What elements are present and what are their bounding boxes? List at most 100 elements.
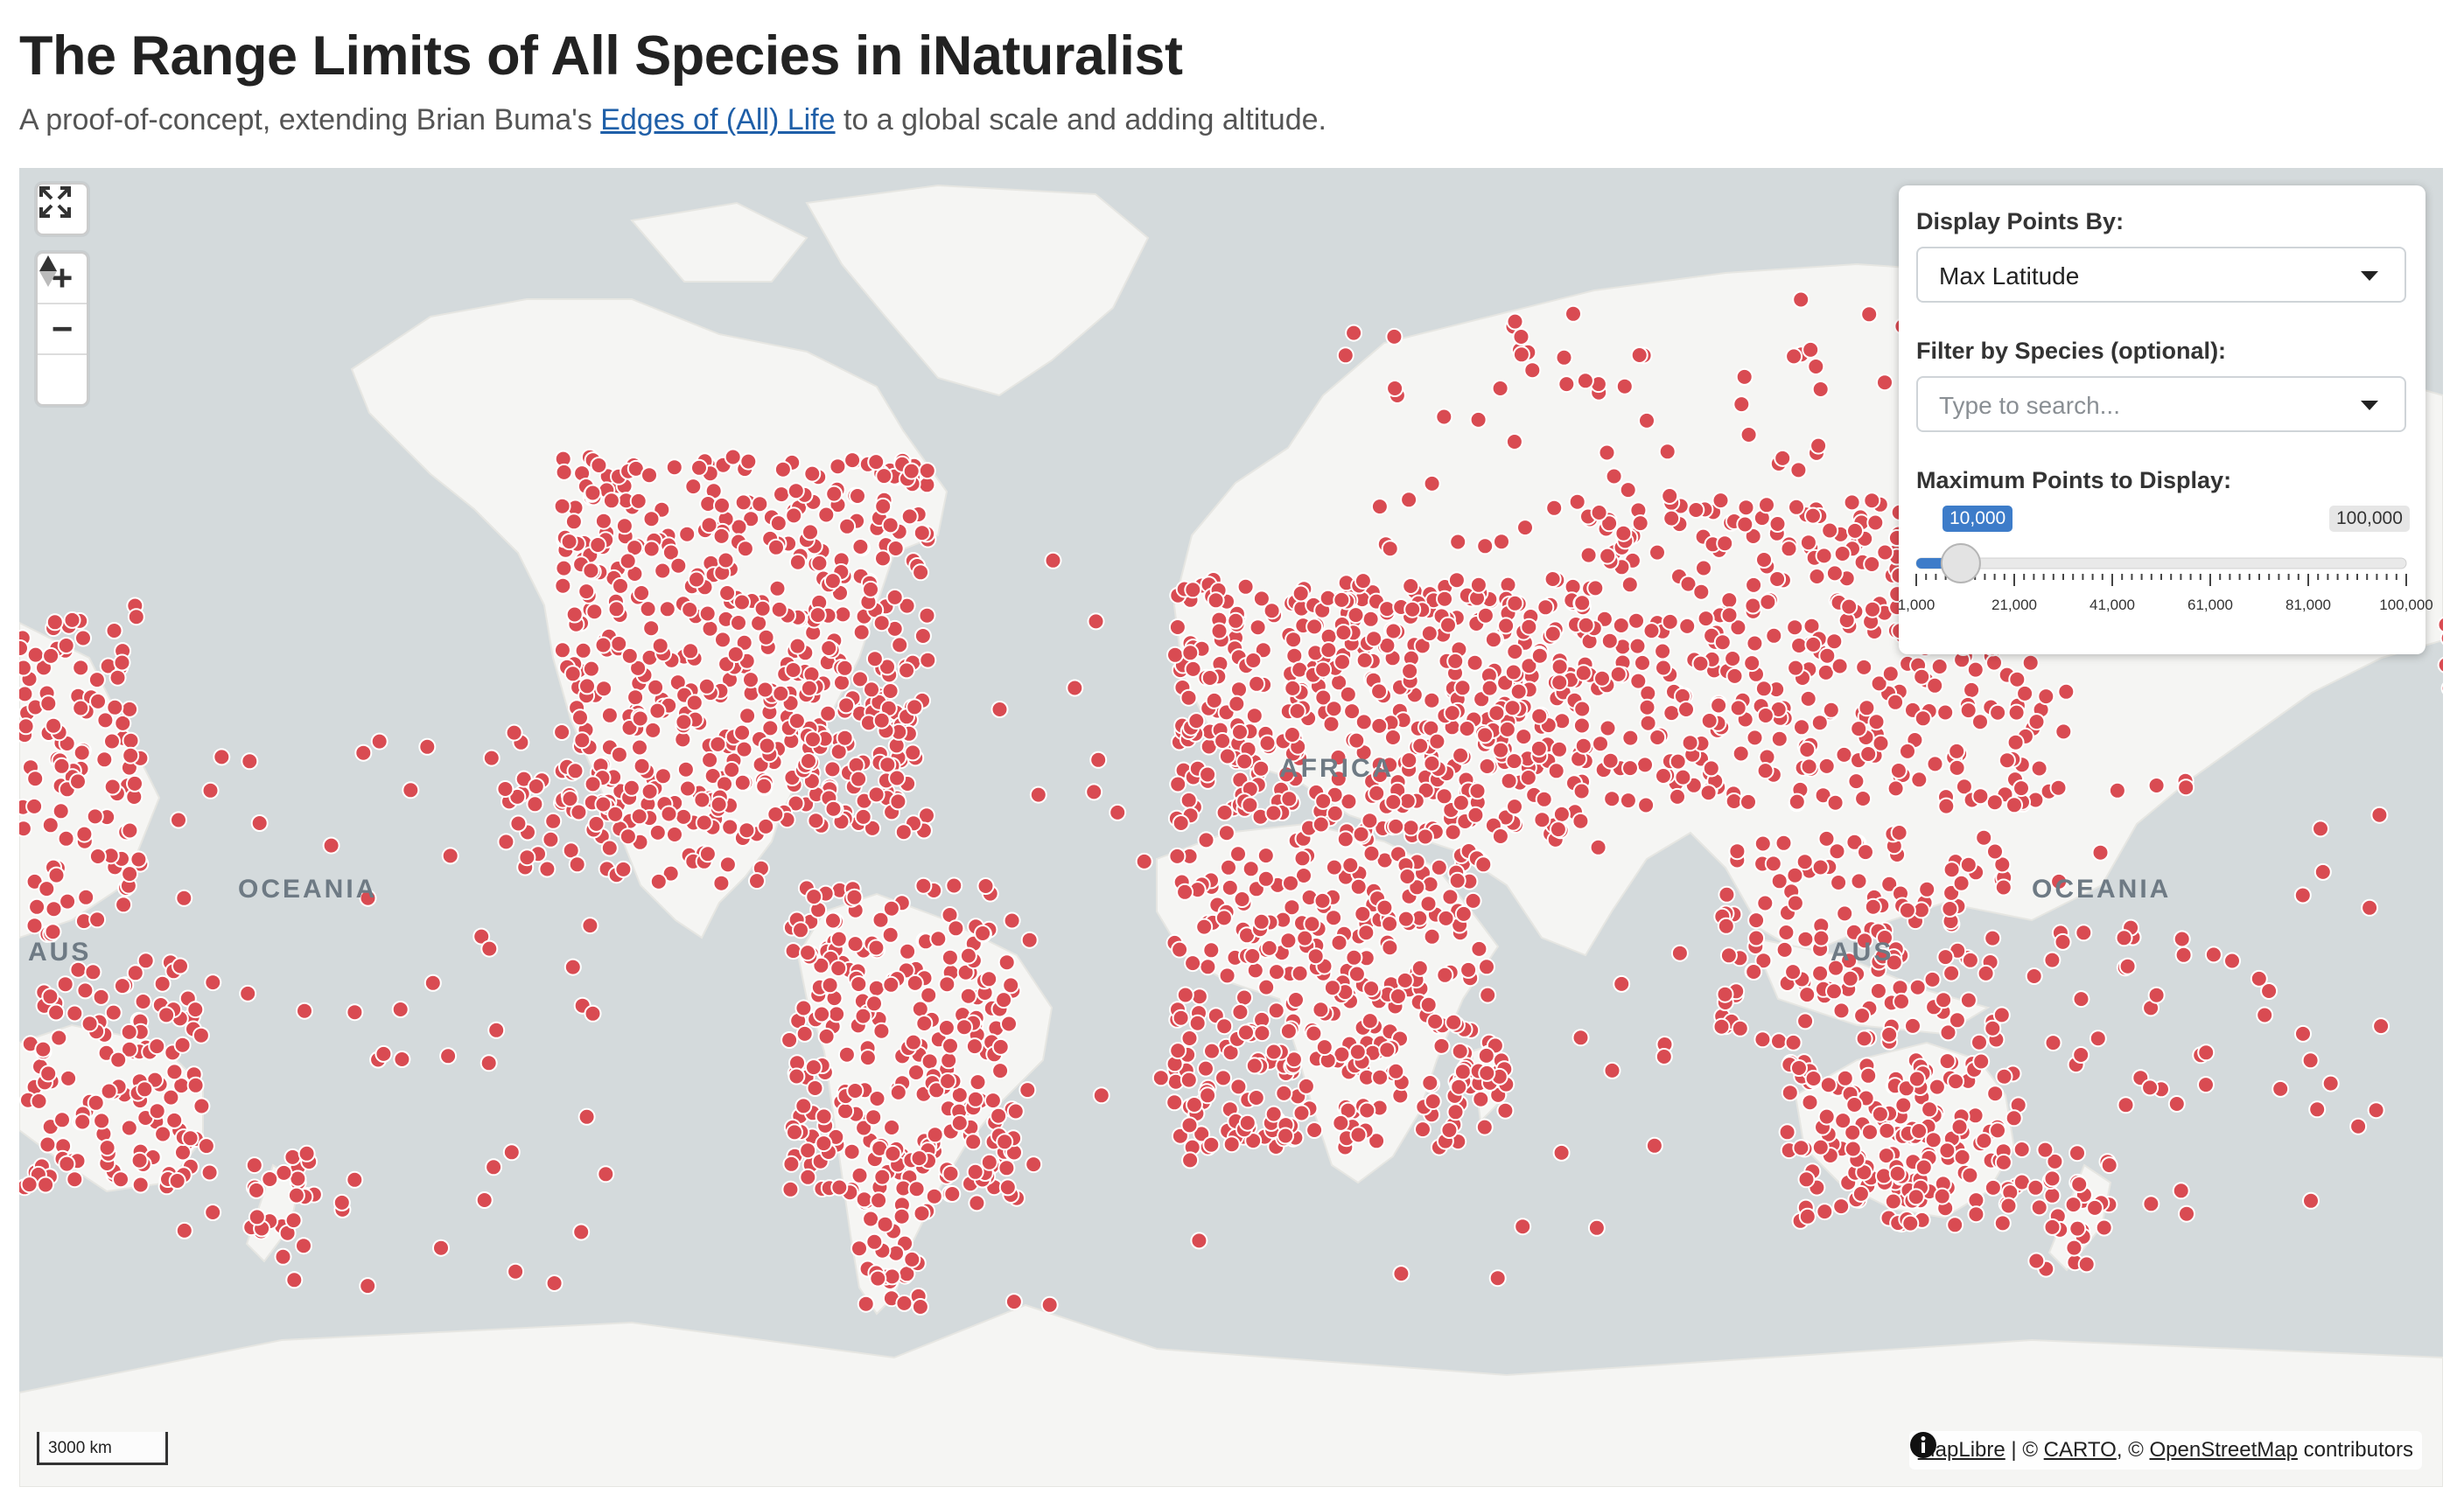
species-point [477, 1192, 493, 1208]
max-points-slider[interactable] [1899, 535, 2426, 605]
species-point [40, 1065, 56, 1081]
species-point [1253, 761, 1269, 777]
species-point [1313, 817, 1329, 833]
species-point [1493, 828, 1508, 844]
display-points-select[interactable]: Max Latitude [1916, 247, 2406, 303]
carto-link[interactable]: CARTO [2044, 1438, 2117, 1462]
species-point [27, 918, 43, 933]
species-point [1376, 900, 1392, 916]
species-point [1830, 875, 1846, 890]
max-points-label: Maximum Points to Display: [1916, 467, 2231, 494]
species-point [123, 733, 139, 749]
species-point [1854, 1008, 1870, 1023]
species-point [1678, 702, 1694, 717]
species-point [2295, 888, 2311, 904]
species-point [1200, 1087, 1215, 1103]
species-point [372, 734, 388, 750]
species-point [1371, 718, 1387, 734]
species-point [32, 1093, 47, 1109]
fullscreen-control [36, 183, 88, 235]
species-point [163, 1090, 178, 1106]
species-point [38, 881, 54, 897]
species-point [38, 1177, 53, 1193]
species-point [1919, 882, 1935, 897]
species-point [691, 460, 707, 476]
species-point [252, 815, 268, 831]
species-point [2169, 1096, 2185, 1112]
species-point [2174, 1183, 2189, 1198]
species-point [1672, 946, 1688, 961]
species-point [834, 674, 850, 690]
species-point [653, 638, 668, 653]
reset-bearing-button[interactable] [38, 353, 87, 404]
species-point [795, 1098, 811, 1114]
species-point [1534, 812, 1550, 827]
species-point [718, 553, 734, 569]
species-point [43, 817, 59, 833]
species-point [1766, 855, 1782, 871]
species-search-placeholder: Type to search... [1939, 392, 2120, 420]
species-point [634, 585, 649, 601]
species-point [1230, 846, 1246, 862]
species-point [1940, 1053, 1956, 1069]
species-point [94, 989, 109, 1005]
species-point [1754, 1031, 1770, 1047]
zoom-out-button[interactable]: − [38, 303, 87, 353]
species-point [811, 555, 827, 571]
species-point [786, 662, 802, 678]
species-point [2009, 672, 2025, 688]
chevron-down-icon [2361, 401, 2378, 410]
edges-of-life-link[interactable]: Edges of (All) Life [600, 103, 835, 136]
species-point [999, 954, 1015, 970]
species-point [1425, 1093, 1441, 1109]
species-point [1350, 1044, 1366, 1060]
species-point [555, 499, 570, 514]
slider-tick-label: 41,000 [2090, 597, 2135, 614]
info-icon[interactable] [1909, 1431, 1937, 1459]
species-point [1591, 840, 1606, 855]
species-point [774, 486, 789, 502]
species-point [1996, 1155, 2012, 1170]
species-point [1306, 618, 1322, 634]
species-point [1497, 1103, 1513, 1119]
species-point [1401, 752, 1417, 768]
species-point [1379, 1042, 1395, 1058]
species-point [1507, 644, 1522, 660]
species-point [199, 1138, 214, 1154]
species-point [868, 454, 884, 470]
species-point [1830, 843, 1845, 859]
species-point [1670, 754, 1686, 770]
species-point [1968, 662, 1984, 678]
slider-handle[interactable] [1942, 544, 1980, 583]
species-point [1800, 1209, 1816, 1225]
species-point [1412, 960, 1428, 976]
species-point [700, 846, 716, 862]
species-point [1297, 931, 1312, 946]
species-point [852, 1168, 868, 1183]
species-point [1660, 443, 1676, 459]
species-point [1500, 722, 1516, 737]
species-point [1238, 579, 1254, 595]
species-point [1424, 929, 1440, 945]
species-point [96, 751, 112, 767]
species-point [249, 1209, 265, 1225]
species-point [1372, 1070, 1388, 1086]
fullscreen-button[interactable] [38, 185, 87, 234]
species-point [1348, 607, 1364, 623]
species-search-input[interactable]: Type to search... [1916, 376, 2406, 432]
species-point [1862, 1124, 1878, 1140]
species-point [1477, 727, 1493, 743]
osm-link[interactable]: OpenStreetMap [2150, 1438, 2298, 1462]
species-point [1003, 977, 1018, 993]
species-point [802, 524, 818, 540]
species-point [648, 680, 663, 695]
species-point [110, 670, 126, 686]
species-point [497, 781, 513, 797]
species-point [127, 776, 143, 792]
species-point [122, 823, 137, 839]
species-point [1366, 631, 1382, 646]
scale-bar: 3000 km [37, 1432, 168, 1465]
species-point [1173, 815, 1189, 831]
species-point [90, 848, 106, 864]
species-point [1790, 462, 1806, 478]
